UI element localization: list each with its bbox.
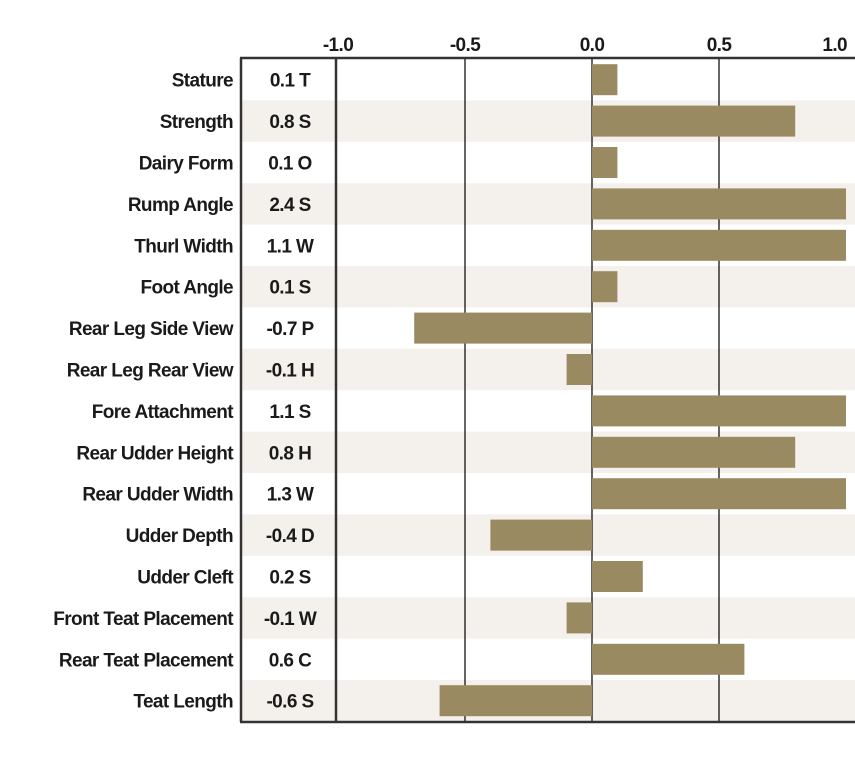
category-label-teat-length: Teat Length: [133, 692, 233, 713]
value-label-teat-length: -0.6 S: [266, 692, 313, 713]
value-label-stature: 0.1 T: [270, 71, 311, 92]
value-label-rump-angle: 2.4 S: [269, 195, 310, 216]
x-tick-label: 0.5: [707, 35, 733, 56]
value-label-dairy-form: 0.1 O: [268, 154, 311, 175]
row-stripe: [241, 597, 855, 639]
category-label-dairy-form: Dairy Form: [139, 154, 233, 175]
value-label-rear-leg-rear-view: -0.1 H: [266, 361, 314, 382]
category-label-front-teat-placement: Front Teat Placement: [53, 609, 234, 630]
x-tick-label: -0.5: [450, 35, 481, 56]
category-label-rear-udder-width: Rear Udder Width: [82, 485, 233, 506]
bar-rump-angle: [592, 188, 846, 220]
bar-rear-udder-height: [592, 436, 796, 468]
bar-strength: [592, 105, 796, 137]
value-label-thurl-width: 1.1 W: [267, 236, 314, 257]
category-label-foot-angle: Foot Angle: [141, 278, 234, 299]
bar-dairy-form: [592, 147, 618, 178]
category-label-fore-attachment: Fore Attachment: [92, 402, 235, 423]
row-stripe: [241, 266, 855, 308]
category-label-udder-cleft: Udder Cleft: [137, 568, 234, 589]
x-tick-label: 0.0: [580, 35, 605, 56]
value-label-rear-leg-side-view: -0.7 P: [266, 319, 314, 340]
value-label-rear-udder-height: 0.8 H: [269, 443, 311, 464]
category-labels: Stature Strength Dairy Form Rump Angle Thurl…: [53, 71, 235, 713]
bar-foot-angle: [592, 271, 618, 303]
category-label-udder-depth: Udder Depth: [126, 526, 233, 547]
category-label-stature: Stature: [172, 71, 233, 92]
bar-thurl-width: [592, 229, 846, 261]
category-label-rump-angle: Rump Angle: [128, 195, 233, 216]
x-axis-ticks: -1.0 -0.5 0.0 0.5 1.0: [323, 35, 848, 56]
value-label-udder-depth: -0.4 D: [266, 526, 314, 547]
category-label-thurl-width: Thurl Width: [134, 236, 233, 257]
bar-udder-depth: [490, 519, 592, 551]
bar-front-teat-placement: [566, 602, 592, 634]
category-label-rear-leg-rear-view: Rear Leg Rear View: [67, 361, 234, 382]
bar-rear-teat-placement: [592, 643, 745, 675]
bar-udder-cleft: [592, 561, 643, 592]
category-label-strength: Strength: [160, 112, 233, 133]
frame: [239, 56, 855, 724]
value-label-strength: 0.8 S: [269, 112, 310, 133]
category-label-rear-teat-placement: Rear Teat Placement: [59, 650, 234, 671]
value-label-front-teat-placement: -0.1 W: [264, 609, 317, 630]
value-labels: 0.1 T 0.8 S 0.1 O 2.4 S 1.1 W 0.1 S -0.7 P -0.1…: [264, 71, 318, 713]
value-label-rear-teat-placement: 0.6 C: [269, 650, 312, 671]
bar-teat-length: [439, 685, 592, 717]
value-label-rear-udder-width: 1.3 W: [267, 485, 314, 506]
bar-rear-leg-rear-view: [566, 354, 592, 385]
x-tick-label: -1.0: [323, 35, 353, 56]
value-label-foot-angle: 0.1 S: [269, 278, 310, 299]
bar-stature: [592, 64, 618, 96]
row-stripe: [241, 348, 855, 391]
category-label-rear-leg-side-view: Rear Leg Side View: [69, 319, 234, 340]
bar-rear-leg-side-view: [414, 312, 592, 344]
category-label-rear-udder-height: Rear Udder Height: [76, 443, 234, 464]
value-label-fore-attachment: 1.1 S: [269, 402, 310, 423]
bars: [414, 64, 846, 717]
value-label-udder-cleft: 0.2 S: [269, 568, 310, 589]
bar-fore-attachment: [592, 395, 846, 427]
bar-rear-udder-width: [592, 478, 846, 510]
x-tick-label: 1.0: [822, 35, 847, 56]
